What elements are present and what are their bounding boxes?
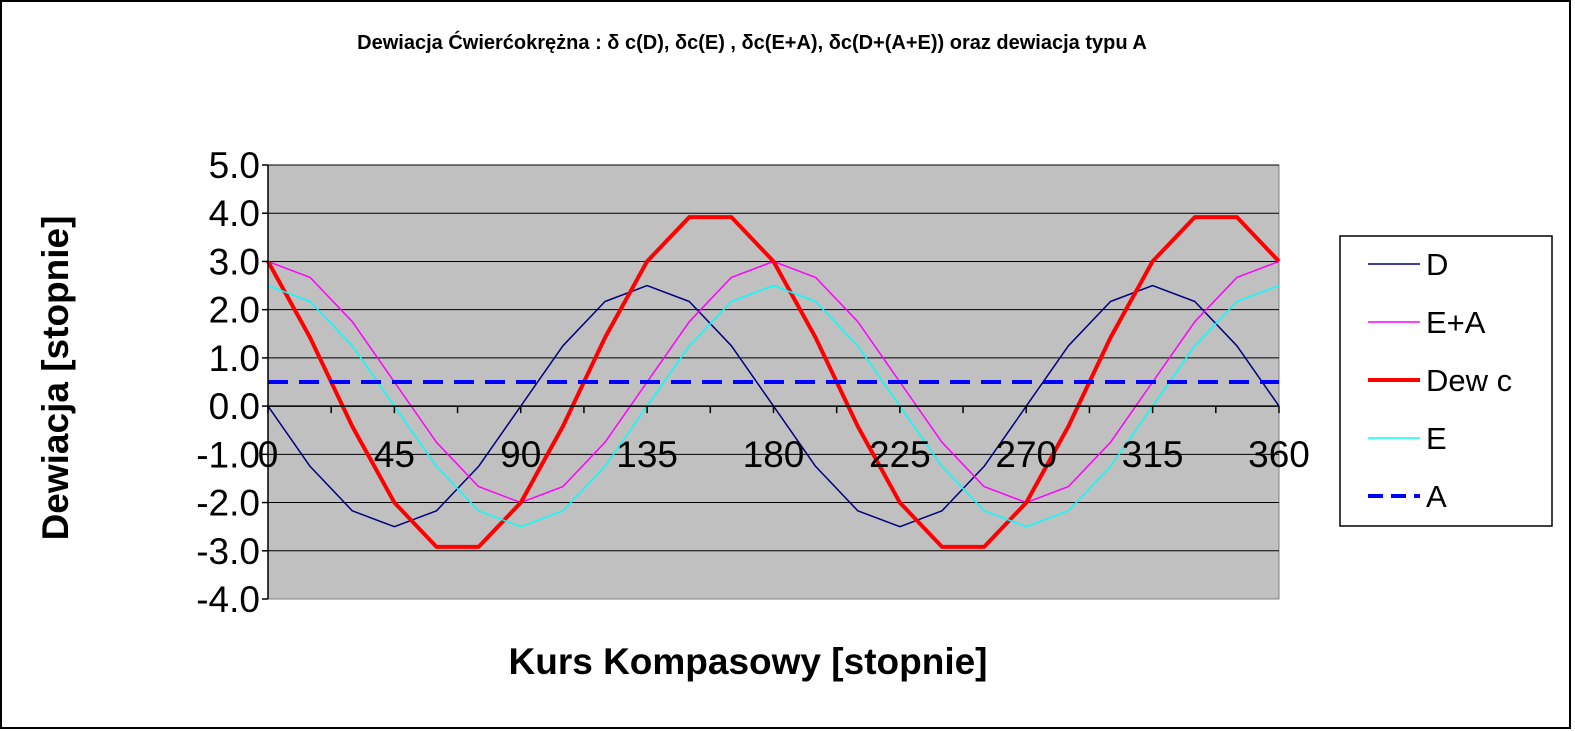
y-tick-labels: 5.0 4.0 3.0 2.0 1.0 0.0 -1.0 -2.0 -3.0 -4.0 <box>196 145 260 620</box>
x-tick-labels: 0 45 90 135 180 225 270 315 360 <box>258 434 1310 475</box>
legend-label-dew-c: Dew c <box>1426 363 1512 398</box>
legend: D E+A Dew c EA <box>1339 235 1553 527</box>
x-tick-label: 180 <box>743 434 805 475</box>
x-axis-title: Kurs Kompasowy [stopnie] <box>509 641 988 682</box>
legend-label-d: D <box>1426 247 1448 282</box>
y-tick-label: -3.0 <box>196 531 260 572</box>
x-tick-label: 315 <box>1122 434 1184 475</box>
x-tick-label: 45 <box>374 434 415 475</box>
plot-area <box>262 164 1281 600</box>
x-tick-label: 0 <box>258 434 279 475</box>
series-line-dew-c <box>266 215 1281 549</box>
x-tick-label: 135 <box>616 434 678 475</box>
y-axis-title: Dewiacja [stopnie] <box>35 216 76 541</box>
y-tick-label: -2.0 <box>196 483 260 524</box>
y-tick-label: 5.0 <box>209 145 260 186</box>
series-line-e <box>267 284 1280 528</box>
y-tick-label: -4.0 <box>196 579 260 620</box>
y-tick-label: 2.0 <box>209 290 260 331</box>
x-tick-label: 270 <box>995 434 1057 475</box>
y-tick-label: 3.0 <box>209 241 260 282</box>
axes <box>262 164 1280 600</box>
y-tick-label: -1.0 <box>196 434 260 475</box>
x-tick-label: 225 <box>869 434 931 475</box>
legend-label-e-a: E+A <box>1426 305 1486 340</box>
legend-label-e: E <box>1426 421 1447 456</box>
y-tick-label: 4.0 <box>209 193 260 234</box>
chart-title: Dewiacja Ćwierćokrężna : δ c(D), δc(E) ,… <box>357 30 1147 54</box>
y-tick-label: 1.0 <box>209 338 260 379</box>
x-tick-label: 90 <box>500 434 541 475</box>
x-tick-label: 360 <box>1248 434 1310 475</box>
legend-label-a: A <box>1426 479 1447 514</box>
y-tick-label: 0.0 <box>209 386 260 427</box>
